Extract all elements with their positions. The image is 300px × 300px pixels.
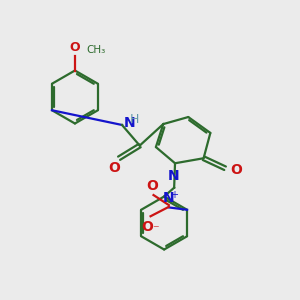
Text: O: O	[230, 163, 242, 177]
Text: N: N	[124, 116, 136, 130]
Text: O: O	[109, 161, 121, 175]
Text: O: O	[70, 41, 80, 54]
Text: ⁻: ⁻	[153, 223, 159, 236]
Text: N: N	[168, 169, 179, 183]
Text: N: N	[163, 191, 175, 205]
Text: H: H	[130, 113, 139, 126]
Text: O: O	[141, 220, 153, 234]
Text: CH₃: CH₃	[86, 46, 105, 56]
Text: +: +	[170, 190, 178, 200]
Text: O: O	[146, 179, 158, 193]
